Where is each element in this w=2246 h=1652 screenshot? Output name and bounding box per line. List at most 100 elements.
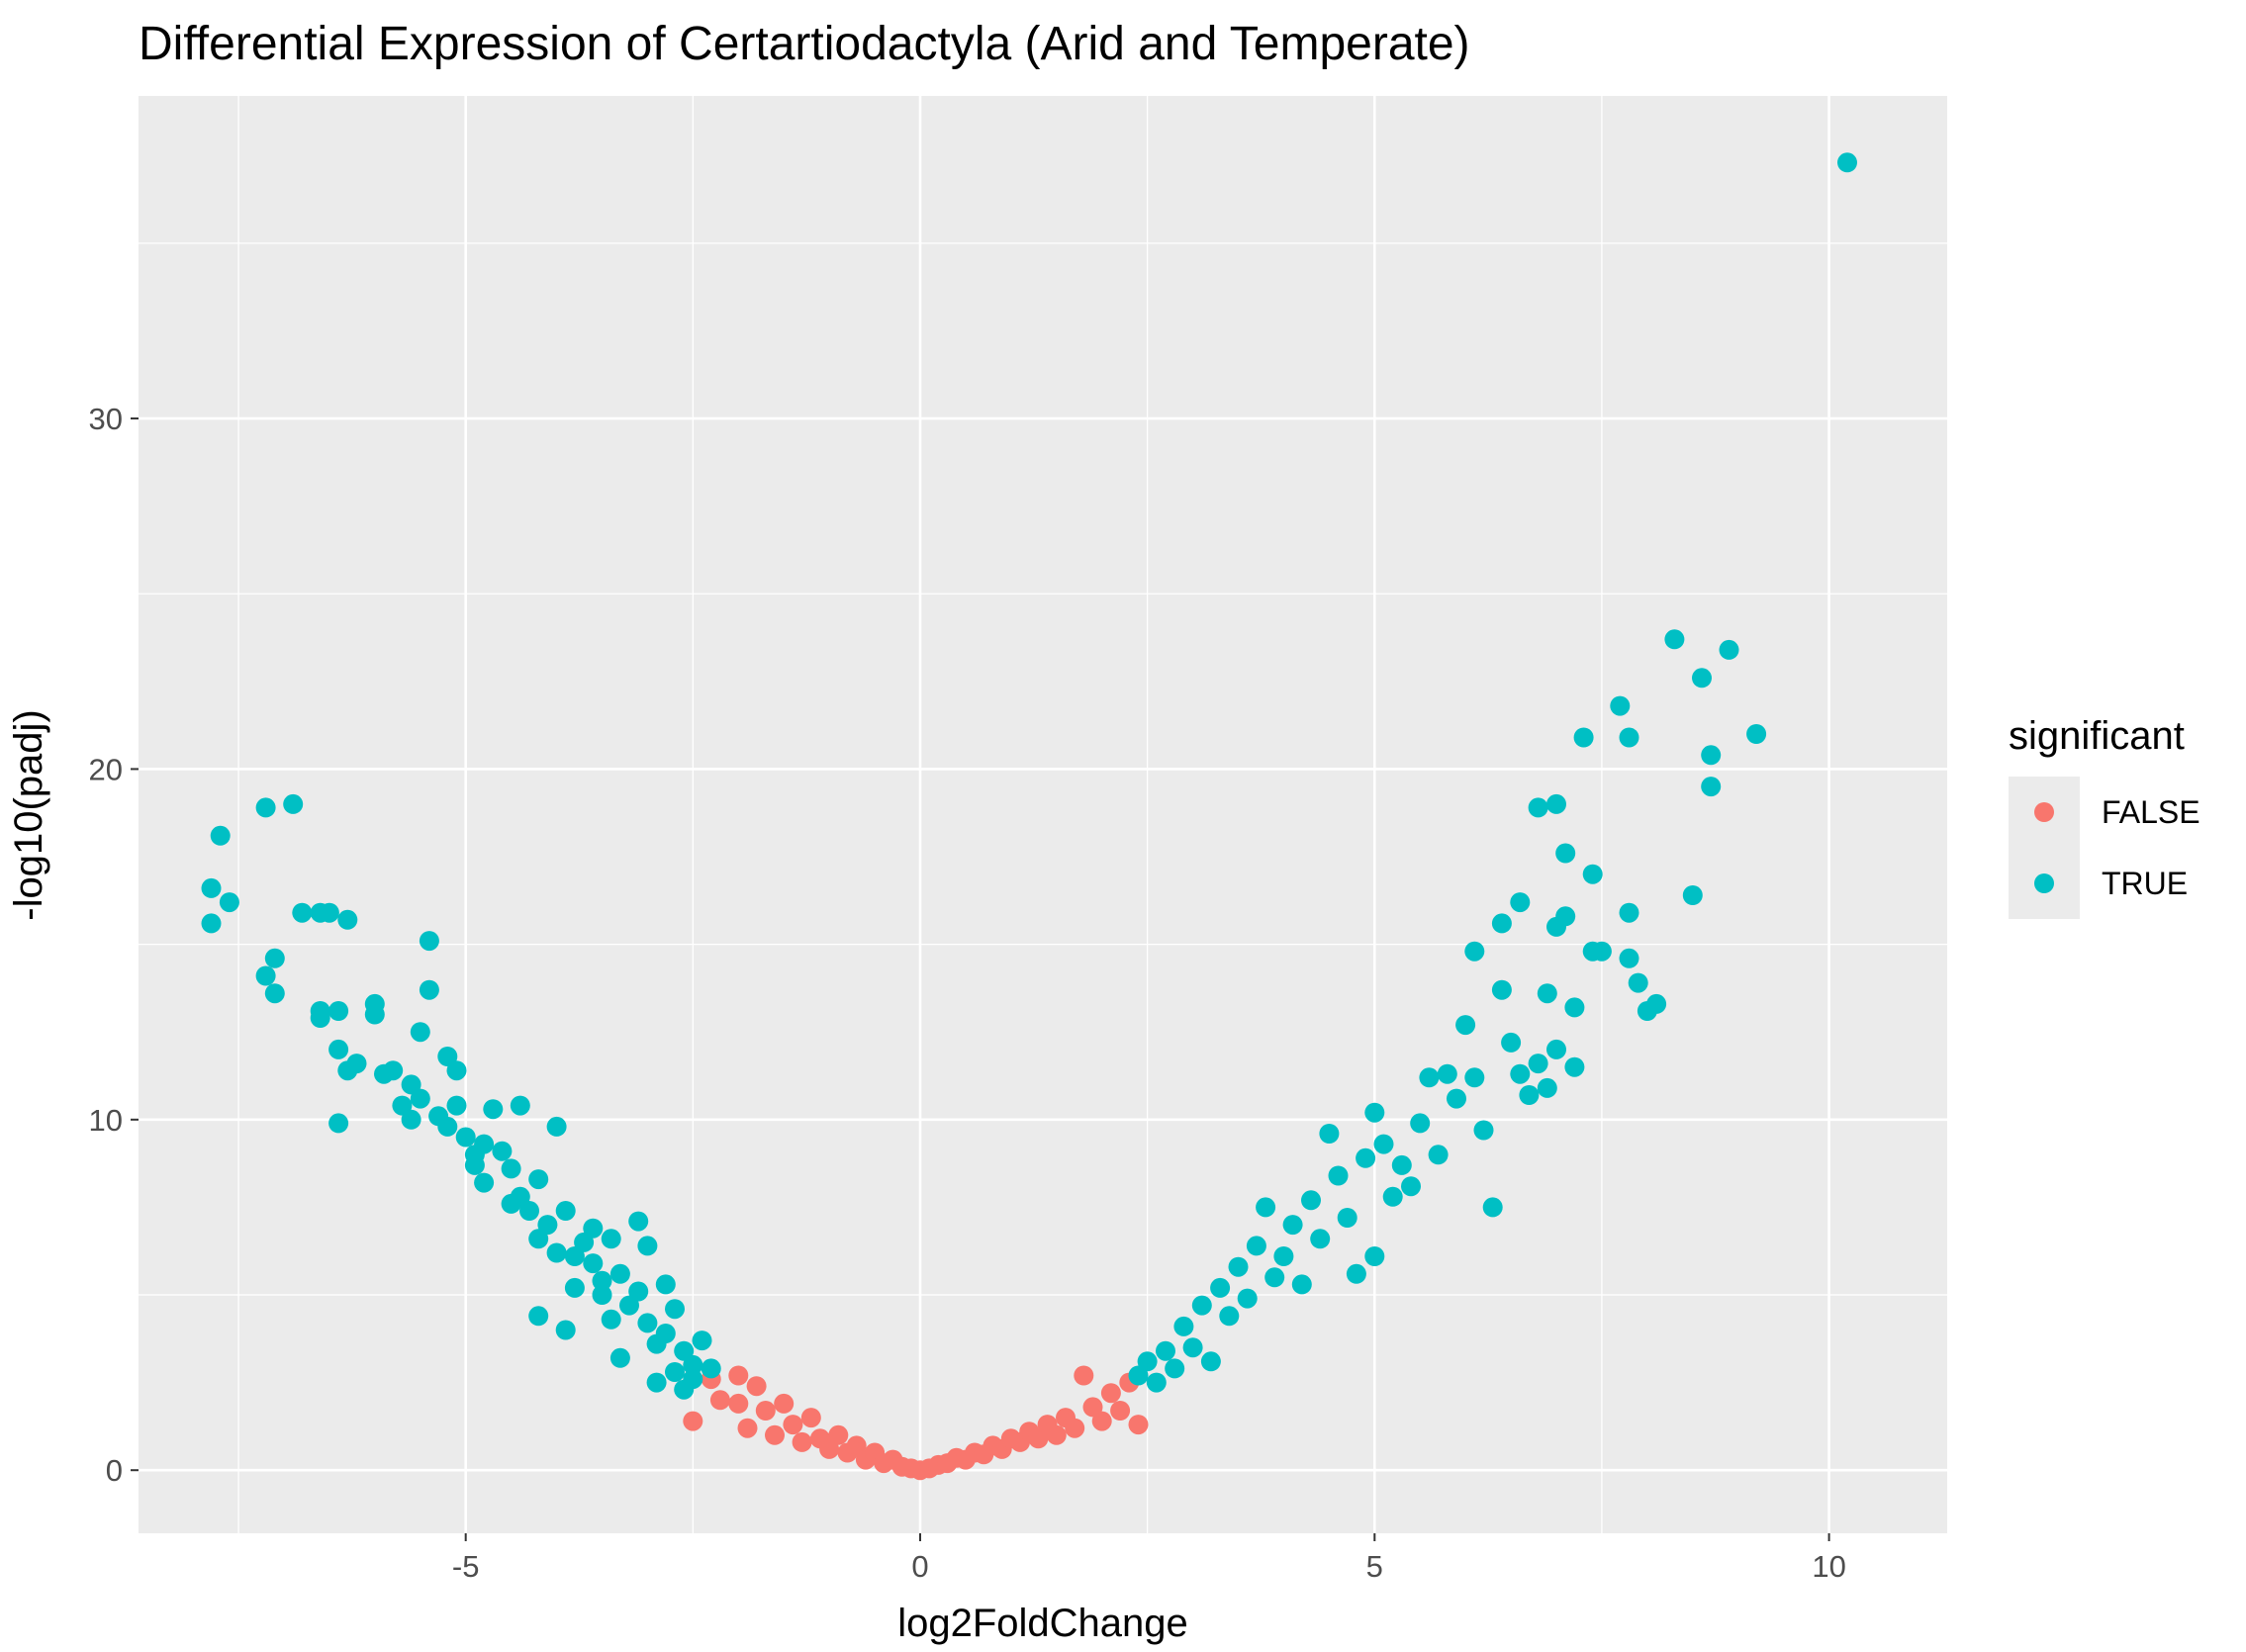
data-point-true (646, 1372, 667, 1393)
data-point-true (1310, 1229, 1331, 1249)
data-point-true (255, 797, 276, 818)
legend-label-true: TRUE (2102, 866, 2188, 901)
data-point-true (1291, 1274, 1312, 1295)
data-point-true (474, 1134, 495, 1154)
data-point-true (437, 1116, 458, 1137)
data-point-true (1391, 1154, 1412, 1175)
data-point-true (328, 1001, 349, 1021)
data-point-false (1128, 1415, 1149, 1435)
data-point-true (1210, 1277, 1231, 1298)
data-point-true (1537, 1077, 1557, 1098)
chart-title: Differential Expression of Certartiodact… (139, 18, 1470, 70)
data-point-true (1447, 1088, 1466, 1109)
data-point-true (1510, 1063, 1531, 1084)
data-point-true (1537, 983, 1557, 1004)
y-axis-title: -log10(padj) (7, 709, 50, 920)
data-point-true (1455, 1015, 1476, 1036)
data-point-true (1401, 1176, 1421, 1197)
data-point-true (1337, 1208, 1357, 1228)
data-point-true (1237, 1288, 1258, 1309)
legend-label-false: FALSE (2102, 794, 2200, 830)
legend-title: significant (2009, 714, 2185, 758)
data-point-true (1528, 1054, 1548, 1074)
data-point-false (800, 1408, 821, 1428)
data-point-false (1100, 1383, 1121, 1404)
data-point-true (564, 1246, 585, 1266)
data-point-false (709, 1390, 730, 1411)
data-point-true (474, 1172, 495, 1193)
data-point-true (319, 902, 339, 923)
data-point-true (1464, 1067, 1485, 1088)
data-point-true (1646, 993, 1667, 1014)
data-point-true (665, 1362, 685, 1382)
data-point-true (1428, 1145, 1449, 1165)
legend-key-true (2034, 873, 2054, 893)
data-point-true (255, 965, 276, 986)
data-point-true (1473, 1120, 1494, 1141)
x-tick-label: 0 (911, 1549, 928, 1584)
data-point-true (1382, 1186, 1403, 1207)
data-point-true (201, 913, 222, 934)
y-tick-label: 20 (89, 752, 123, 786)
series-true (201, 152, 1857, 1400)
data-point-true (546, 1242, 567, 1263)
data-point-true (483, 1099, 504, 1120)
data-point-false (783, 1415, 803, 1435)
data-point-true (1273, 1246, 1294, 1266)
data-point-true (574, 1232, 595, 1252)
data-point-true (446, 1060, 467, 1081)
data-point-true (1328, 1165, 1349, 1186)
data-point-true (1364, 1246, 1385, 1266)
data-point-true (501, 1158, 521, 1179)
data-point-true (1173, 1316, 1194, 1336)
data-point-true (419, 979, 439, 1000)
data-point-true (1528, 797, 1548, 818)
data-point-true (1191, 1295, 1212, 1316)
data-point-false (737, 1418, 758, 1438)
data-point-false (746, 1376, 767, 1397)
data-point-false (683, 1411, 703, 1431)
legend: significant FALSE TRUE (2009, 714, 2200, 919)
data-point-true (1200, 1351, 1221, 1372)
data-points (201, 152, 1857, 1481)
data-point-true (1619, 902, 1639, 923)
data-point-true (665, 1299, 685, 1320)
data-point-true (210, 825, 231, 846)
legend-key-false (2034, 802, 2054, 822)
data-point-false (1110, 1401, 1131, 1421)
data-point-true (655, 1324, 676, 1343)
data-point-true (555, 1320, 576, 1340)
data-point-true (1246, 1236, 1266, 1256)
data-point-true (528, 1306, 549, 1327)
data-point-true (1364, 1102, 1385, 1123)
data-point-true (410, 1022, 430, 1043)
x-tick-label: 5 (1366, 1549, 1383, 1584)
data-point-true (1410, 1113, 1431, 1134)
data-point-true (1519, 1085, 1540, 1105)
x-axis-title: log2FoldChange (897, 1602, 1188, 1645)
data-point-true (1356, 1147, 1376, 1168)
y-tick-label: 30 (89, 402, 123, 436)
data-point-true (346, 1054, 367, 1074)
data-point-true (592, 1285, 612, 1305)
data-point-true (264, 983, 285, 1004)
data-point-true (1837, 152, 1857, 173)
data-point-true (1137, 1351, 1158, 1372)
data-point-true (310, 1008, 330, 1028)
data-point-false (1028, 1428, 1049, 1449)
data-point-false (792, 1431, 812, 1452)
data-point-true (1165, 1358, 1185, 1379)
data-point-true (1591, 941, 1612, 962)
data-point-true (464, 1154, 485, 1175)
data-point-true (1555, 906, 1576, 927)
data-point-true (1619, 948, 1639, 968)
data-point-true (292, 902, 313, 923)
data-point-true (1564, 1056, 1585, 1077)
data-point-true (1510, 892, 1531, 913)
data-point-false (1046, 1424, 1067, 1445)
data-point-true (683, 1369, 703, 1390)
data-point-false (728, 1365, 749, 1386)
data-point-true (1682, 885, 1703, 905)
data-point-true (401, 1074, 421, 1095)
data-point-true (528, 1229, 549, 1249)
